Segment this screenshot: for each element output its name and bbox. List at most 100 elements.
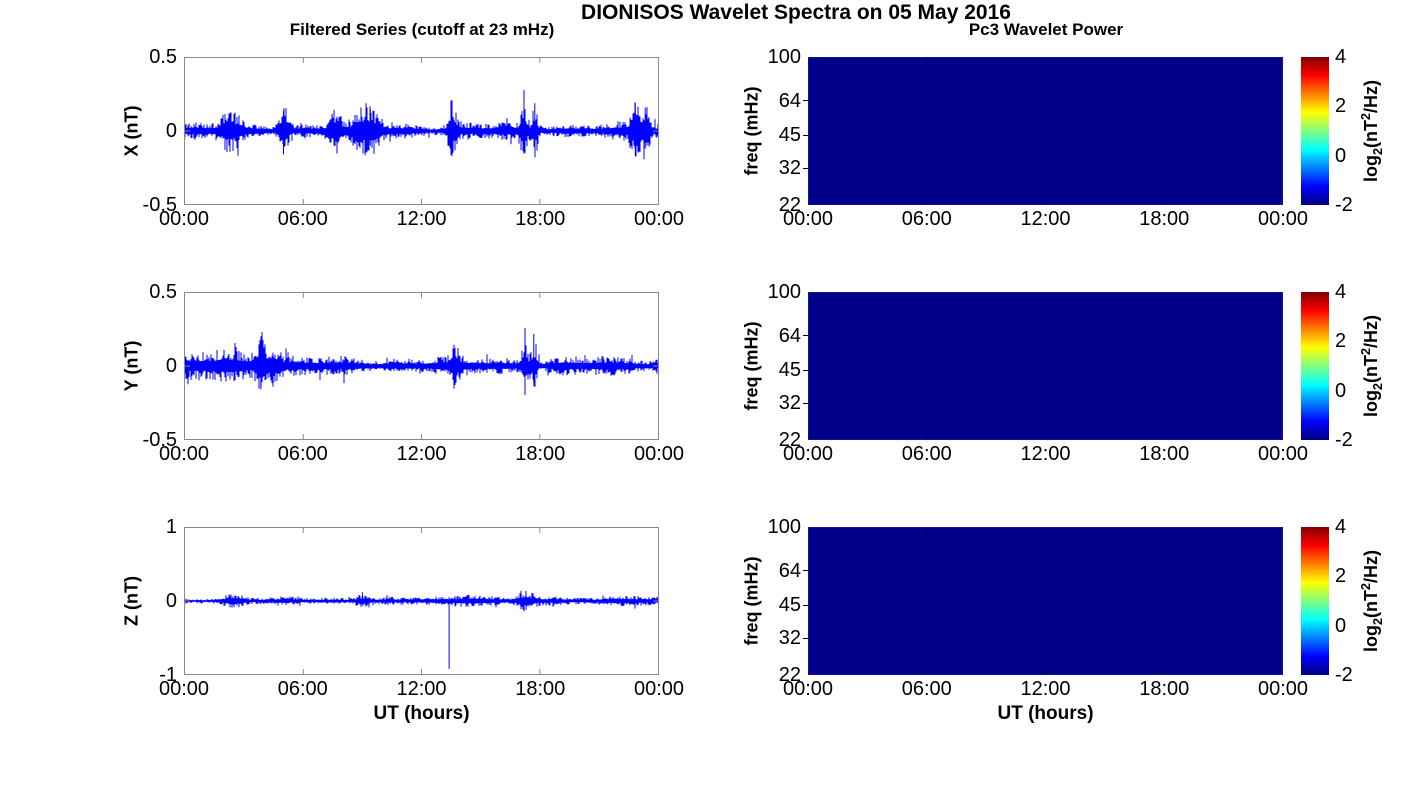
x-tick-label: 18:00 bbox=[1139, 678, 1190, 700]
freq-tick-mark bbox=[803, 167, 808, 169]
freq-tick-mark bbox=[803, 369, 808, 371]
x-tick-label: 12:00 bbox=[1020, 678, 1071, 700]
right-column-title: Pc3 Wavelet Power bbox=[968, 20, 1124, 39]
x-tick-label: 18:00 bbox=[1139, 208, 1190, 230]
y-tick-label: 32 bbox=[778, 627, 801, 650]
y-tick-label: 32 bbox=[778, 157, 801, 180]
y-tick-label: 0.5 bbox=[149, 281, 177, 303]
colorbar-tick-label: 0 bbox=[1335, 614, 1347, 637]
colorbar-tick-label: -2 bbox=[1335, 194, 1353, 216]
x-tick-label: 00:00 bbox=[158, 443, 210, 465]
y-tick-label: 64 bbox=[778, 89, 801, 112]
colorbar: 4 2 0 -2 log2(nT2/Hz) bbox=[1301, 47, 1385, 215]
colorbar-gradient bbox=[1301, 57, 1329, 205]
x-tick-label: 06:00 bbox=[277, 208, 328, 230]
freq-tick-mark bbox=[803, 637, 808, 639]
x-tick-label: 12:00 bbox=[396, 678, 447, 700]
y-tick-label: 45 bbox=[778, 359, 801, 382]
colorbar-tick-label: 4 bbox=[1335, 281, 1347, 303]
y-axis-label: freq (mHz) bbox=[741, 556, 762, 646]
colorbar-tick-label: 0 bbox=[1335, 144, 1347, 167]
y-tick-label: 22 bbox=[778, 194, 801, 216]
x-tick-label: 12:00 bbox=[396, 443, 447, 465]
panel-z-filtered: Z (nT) 1 0 -1 00:00 06:00 12:00 18:00 00… bbox=[122, 517, 685, 724]
y-tick-label: -1 bbox=[159, 664, 177, 686]
y-tick-label: 0.5 bbox=[149, 46, 177, 68]
x-tick-label: 06:00 bbox=[901, 678, 952, 700]
colorbar-gradient bbox=[1301, 527, 1329, 675]
freq-tick-mark bbox=[803, 100, 808, 102]
y-tick-label: -0.5 bbox=[142, 429, 177, 451]
colorbar-tick-label: -2 bbox=[1335, 664, 1353, 686]
y-tick-label: 0 bbox=[165, 355, 177, 377]
plot-area bbox=[184, 292, 659, 440]
colorbar-tick-label: 2 bbox=[1335, 95, 1347, 118]
freq-tick-mark bbox=[803, 402, 808, 404]
spectrogram-area bbox=[808, 527, 1283, 675]
colorbar-tick-label: 2 bbox=[1335, 330, 1347, 353]
x-tick-label: 12:00 bbox=[1020, 208, 1071, 230]
y-axis-label: Z (nT) bbox=[121, 576, 142, 626]
spectrogram-ticks bbox=[926, 293, 1165, 439]
y-tick-label: 22 bbox=[778, 664, 801, 686]
x-axis-label: UT (hours) bbox=[373, 703, 470, 724]
colorbar-axis-label: log2(nT2/Hz) bbox=[1359, 79, 1385, 183]
waveform-plot bbox=[185, 293, 658, 439]
colorbar-axis-label: log2(nT2/Hz) bbox=[1359, 549, 1385, 653]
colorbar-tick-label: -2 bbox=[1335, 429, 1353, 451]
x-tick-label: 00:00 bbox=[782, 678, 834, 700]
x-tick-label: 06:00 bbox=[901, 208, 952, 230]
x-tick-label: 00:00 bbox=[782, 443, 834, 465]
y-tick-label: -0.5 bbox=[142, 194, 177, 216]
spectrogram-area bbox=[808, 57, 1283, 205]
y-tick-label: 0 bbox=[165, 120, 177, 142]
spectrogram-ticks bbox=[926, 58, 1165, 204]
y-tick-label: 64 bbox=[778, 324, 801, 347]
freq-tick-mark bbox=[803, 570, 808, 572]
y-tick-label: 100 bbox=[767, 281, 801, 303]
freq-tick-mark bbox=[803, 604, 808, 606]
y-axis-label: Y (nT) bbox=[121, 340, 142, 392]
x-tick-label: 00:00 bbox=[1257, 208, 1309, 230]
waveform-plot bbox=[185, 528, 658, 674]
waveform-plot bbox=[185, 58, 658, 204]
colorbar-axis-label: log2(nT2/Hz) bbox=[1359, 314, 1385, 418]
colorbar-tick-label: 4 bbox=[1335, 46, 1347, 68]
freq-tick-mark bbox=[803, 134, 808, 136]
y-tick-label: 45 bbox=[778, 124, 801, 147]
colorbar-tick-label: 0 bbox=[1335, 379, 1347, 402]
y-tick-label: 45 bbox=[778, 594, 801, 617]
x-tick-label: 00:00 bbox=[782, 208, 834, 230]
left-column-title: Filtered Series (cutoff at 23 mHz) bbox=[289, 20, 555, 39]
y-axis-label: X (nT) bbox=[121, 105, 142, 157]
spectrogram-ticks bbox=[926, 528, 1165, 674]
panel-y-filtered: Y (nT) 0.5 0 -0.5 00:00 06:00 12:00 18:0… bbox=[122, 282, 685, 464]
x-tick-label: 18:00 bbox=[1139, 443, 1190, 465]
plot-area bbox=[184, 57, 659, 205]
y-tick-label: 0 bbox=[165, 590, 177, 612]
y-axis-label: freq (mHz) bbox=[741, 86, 762, 176]
y-axis-label: freq (mHz) bbox=[741, 321, 762, 411]
x-tick-label: 18:00 bbox=[515, 678, 566, 700]
x-tick-label: 00:00 bbox=[158, 208, 210, 230]
x-axis-label: UT (hours) bbox=[997, 703, 1094, 724]
colorbar-gradient bbox=[1301, 292, 1329, 440]
freq-tick-mark bbox=[803, 335, 808, 337]
y-tick-label: 32 bbox=[778, 392, 801, 415]
x-tick-label: 00:00 bbox=[158, 678, 210, 700]
x-tick-label: 00:00 bbox=[633, 678, 685, 700]
x-tick-label: 06:00 bbox=[277, 443, 328, 465]
panel-y-wavelet-power: freq (mHz) 100 64 45 32 22 00:00 06:00 1… bbox=[742, 282, 1309, 464]
y-tick-label: 100 bbox=[767, 516, 801, 538]
x-tick-label: 00:00 bbox=[633, 208, 685, 230]
spectrogram-area bbox=[808, 292, 1283, 440]
figure-title: DIONISOS Wavelet Spectra on 05 May 2016 bbox=[581, 1, 1011, 24]
x-tick-label: 18:00 bbox=[515, 443, 566, 465]
colorbar-tick-label: 2 bbox=[1335, 565, 1347, 588]
y-tick-label: 22 bbox=[778, 429, 801, 451]
colorbar-tick-label: 4 bbox=[1335, 516, 1347, 538]
colorbar: 4 2 0 -2 log2(nT2/Hz) bbox=[1301, 517, 1385, 685]
y-tick-label: 64 bbox=[778, 559, 801, 582]
panel-z-wavelet-power: freq (mHz) 100 64 45 32 22 00:00 06:00 1… bbox=[742, 517, 1309, 724]
